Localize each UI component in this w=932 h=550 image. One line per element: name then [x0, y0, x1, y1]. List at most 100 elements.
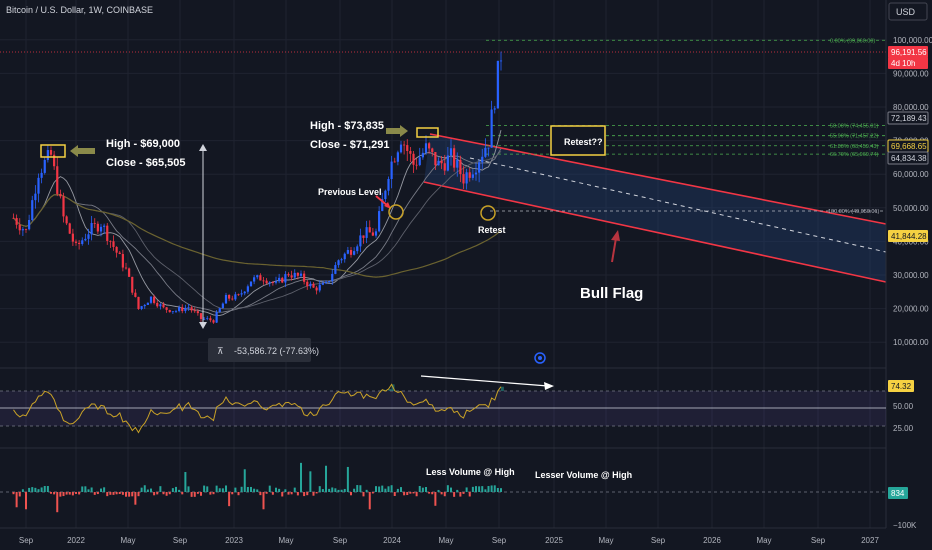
candle-body[interactable]	[199, 313, 203, 319]
flag-upper-line[interactable]	[429, 133, 887, 225]
candle-body[interactable]	[46, 150, 49, 160]
candle-body[interactable]	[196, 311, 199, 314]
candle-body[interactable]	[165, 307, 168, 310]
candle-body[interactable]	[428, 143, 431, 149]
candle-body[interactable]	[134, 292, 137, 297]
candle-body[interactable]	[318, 284, 321, 291]
symbol-title[interactable]: Bitcoin / U.S. Dollar, 1W, COINBASE	[6, 5, 153, 15]
candle-body[interactable]	[496, 60, 499, 109]
candle-body[interactable]	[459, 159, 462, 175]
candle-body[interactable]	[90, 223, 93, 235]
candle-body[interactable]	[299, 273, 303, 276]
candle-body[interactable]	[259, 275, 262, 281]
candle-body[interactable]	[243, 291, 246, 294]
candle-body[interactable]	[240, 293, 243, 295]
candle-body[interactable]	[281, 277, 284, 283]
candle-body[interactable]	[271, 282, 274, 284]
candle-body[interactable]	[203, 318, 206, 320]
candle-body[interactable]	[362, 235, 365, 238]
candle-body[interactable]	[128, 268, 131, 277]
candle-body[interactable]	[162, 304, 165, 308]
candle-body[interactable]	[474, 172, 478, 175]
candle-body[interactable]	[246, 286, 249, 292]
candle-body[interactable]	[87, 234, 90, 239]
candle-body[interactable]	[309, 283, 312, 287]
candle-body[interactable]	[431, 148, 434, 153]
candle-body[interactable]	[209, 318, 212, 321]
candle-body[interactable]	[343, 253, 346, 260]
candle-body[interactable]	[471, 174, 474, 178]
candle-body[interactable]	[296, 272, 299, 276]
candle-body[interactable]	[368, 227, 371, 233]
candle-body[interactable]	[346, 250, 349, 254]
candle-body[interactable]	[487, 147, 490, 149]
candle-body[interactable]	[174, 310, 178, 312]
candle-body[interactable]	[321, 282, 324, 285]
candle-body[interactable]	[140, 306, 143, 309]
candle-body[interactable]	[99, 226, 103, 232]
candle-body[interactable]	[253, 277, 256, 282]
candle-body[interactable]	[331, 273, 334, 282]
candle-body[interactable]	[43, 159, 46, 173]
candle-body[interactable]	[268, 282, 271, 284]
candle-body[interactable]	[37, 177, 40, 194]
candle-body[interactable]	[231, 298, 234, 300]
candle-body[interactable]	[131, 276, 134, 293]
candle-body[interactable]	[384, 190, 387, 200]
candle-body[interactable]	[156, 302, 159, 307]
candle-body[interactable]	[171, 311, 174, 313]
candle-body[interactable]	[71, 233, 74, 242]
candle-body[interactable]	[53, 154, 56, 167]
candle-body[interactable]	[456, 159, 459, 168]
candle-body[interactable]	[399, 144, 403, 153]
candle-body[interactable]	[149, 296, 153, 303]
candle-body[interactable]	[387, 179, 390, 191]
candle-body[interactable]	[78, 242, 81, 244]
candle-body[interactable]	[234, 294, 237, 300]
candle-body[interactable]	[306, 281, 309, 287]
candle-body[interactable]	[34, 193, 37, 201]
candle-body[interactable]	[409, 151, 412, 154]
candle-body[interactable]	[65, 216, 68, 224]
candle-body[interactable]	[493, 108, 496, 110]
candle-body[interactable]	[84, 238, 87, 241]
candle-body[interactable]	[115, 246, 118, 253]
candle-body[interactable]	[396, 152, 399, 162]
candle-body[interactable]	[465, 172, 468, 184]
candle-body[interactable]	[224, 294, 228, 304]
candle-body[interactable]	[74, 241, 78, 243]
rsi-axis[interactable]: 74.32 50.00 25.00	[888, 380, 914, 433]
candle-body[interactable]	[437, 160, 440, 166]
candle-body[interactable]	[356, 246, 359, 252]
candle-body[interactable]	[68, 223, 71, 234]
candle-body[interactable]	[153, 296, 156, 303]
candle-body[interactable]	[137, 296, 140, 309]
candle-body[interactable]	[478, 162, 481, 173]
ma-20-line[interactable]	[13, 148, 502, 313]
currency-button[interactable]	[888, 2, 928, 21]
volume-bars[interactable]	[12, 462, 503, 513]
measure-box[interactable]	[208, 338, 311, 362]
candle-body[interactable]	[462, 174, 465, 184]
rsi-line[interactable]	[13, 383, 502, 434]
candles[interactable]	[12, 51, 503, 324]
candle-body[interactable]	[249, 281, 253, 287]
candle-body[interactable]	[390, 161, 393, 180]
flag-lower-line[interactable]	[423, 181, 887, 283]
candle-body[interactable]	[449, 148, 453, 156]
time-axis[interactable]: Sep 2022 May Sep 2023 May Sep 2024 May Sep 2025 May…	[19, 536, 880, 545]
candle-body[interactable]	[412, 153, 415, 165]
candle-body[interactable]	[328, 281, 331, 282]
candle-body[interactable]	[393, 161, 396, 163]
candle-body[interactable]	[484, 147, 487, 157]
candle-body[interactable]	[418, 157, 421, 166]
flag-mid-line[interactable]	[469, 157, 887, 253]
candle-body[interactable]	[446, 155, 449, 171]
candle-body[interactable]	[81, 240, 84, 244]
candle-body[interactable]	[15, 218, 18, 225]
candle-body[interactable]	[178, 307, 181, 311]
candle-body[interactable]	[96, 223, 99, 232]
candle-body[interactable]	[324, 281, 328, 283]
candle-body[interactable]	[468, 172, 471, 178]
candle-body[interactable]	[337, 260, 340, 266]
